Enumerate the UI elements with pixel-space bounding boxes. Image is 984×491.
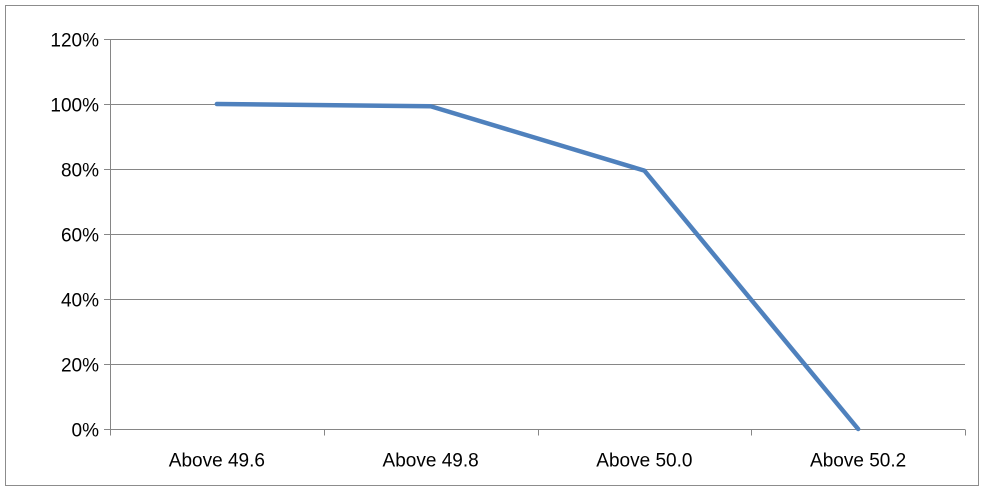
x-tick-label: Above 50.0 [596, 451, 692, 472]
x-tick-label: Above 50.2 [810, 451, 906, 472]
y-axis-tick-labels: 0% 20% 40% 60% 80% 100% 120% [50, 31, 99, 442]
y-tick-label: 20% [61, 356, 99, 377]
y-tick-label: 120% [50, 31, 99, 52]
x-tick-label: Above 49.8 [383, 451, 479, 472]
y-tick-label: 100% [50, 96, 99, 117]
y-tick-label: 80% [61, 161, 99, 182]
y-tick-label: 0% [72, 421, 100, 442]
axes [104, 39, 966, 436]
chart-frame [5, 5, 979, 486]
x-axis-tick-labels: Above 49.6 Above 49.8 Above 50.0 Above 50.2 [169, 451, 906, 472]
x-tick-label: Above 49.6 [169, 451, 265, 472]
gridlines [110, 39, 965, 365]
y-tick-label: 40% [61, 291, 99, 312]
series-line [214, 101, 861, 432]
series-layer [214, 101, 861, 432]
y-tick-label: 60% [61, 226, 99, 247]
